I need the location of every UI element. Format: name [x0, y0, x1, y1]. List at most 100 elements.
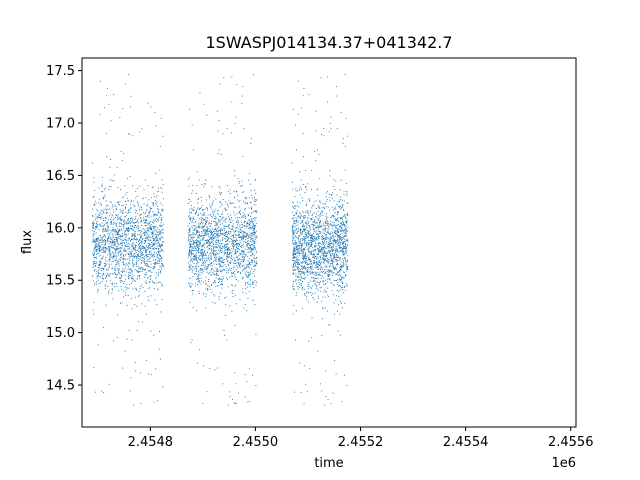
data-point — [160, 213, 162, 215]
data-point — [332, 234, 334, 236]
data-point — [210, 237, 212, 239]
data-point — [127, 277, 130, 279]
data-point — [222, 268, 224, 270]
data-point — [140, 249, 142, 251]
data-point — [238, 227, 240, 229]
data-point — [198, 255, 200, 257]
data-point — [252, 223, 254, 225]
data-point — [128, 222, 130, 224]
data-point — [207, 230, 209, 232]
data-point — [254, 219, 256, 221]
data-point — [136, 256, 138, 258]
data-point — [209, 272, 211, 274]
data-point — [211, 186, 213, 188]
data-point — [254, 258, 256, 260]
data-point — [112, 284, 114, 286]
data-point — [327, 221, 329, 223]
data-point — [292, 108, 294, 110]
data-point — [195, 258, 198, 260]
data-point — [229, 268, 231, 270]
data-point — [304, 257, 306, 260]
data-point — [145, 274, 147, 276]
data-point — [198, 243, 200, 245]
data-point — [147, 255, 149, 257]
data-point — [113, 211, 115, 213]
data-point — [159, 242, 161, 245]
data-point — [314, 277, 316, 280]
data-point — [103, 229, 105, 231]
data-point — [142, 238, 144, 240]
data-point — [201, 239, 203, 241]
data-point — [151, 241, 153, 244]
data-point — [153, 193, 155, 195]
data-point — [294, 226, 296, 228]
data-point — [251, 244, 253, 246]
data-point — [106, 212, 109, 214]
data-point — [208, 248, 211, 250]
data-point — [239, 240, 241, 242]
data-point — [157, 219, 159, 221]
data-point — [236, 234, 238, 236]
data-point — [206, 239, 208, 241]
data-point — [210, 265, 212, 267]
data-point — [227, 248, 229, 250]
data-point — [303, 266, 305, 268]
data-point — [147, 102, 149, 104]
data-point — [226, 246, 228, 248]
data-point — [112, 206, 114, 208]
data-point — [323, 257, 325, 259]
data-point — [243, 215, 245, 217]
data-point — [248, 227, 250, 229]
data-point — [97, 223, 99, 226]
data-point — [131, 271, 133, 273]
data-point — [296, 222, 298, 224]
data-point — [191, 293, 194, 295]
data-point — [127, 233, 129, 235]
data-point — [144, 263, 146, 265]
data-point — [212, 221, 214, 223]
data-point — [305, 259, 307, 261]
data-point — [126, 244, 128, 246]
data-point — [326, 287, 328, 289]
data-point — [97, 246, 99, 248]
data-point — [118, 290, 120, 292]
data-point — [143, 262, 145, 264]
data-point — [223, 247, 226, 249]
data-point — [346, 244, 348, 246]
data-point — [98, 214, 100, 216]
data-point — [251, 218, 253, 220]
data-point — [138, 230, 140, 232]
data-point — [243, 268, 246, 270]
data-point — [212, 250, 215, 252]
data-point — [303, 243, 305, 245]
data-point — [161, 232, 163, 234]
data-point — [227, 247, 229, 249]
data-point — [255, 192, 257, 194]
data-point — [219, 280, 221, 282]
data-point — [344, 169, 346, 171]
data-point — [317, 262, 319, 264]
data-point — [337, 240, 339, 242]
data-point — [306, 243, 308, 245]
data-point — [108, 247, 110, 249]
data-point — [220, 244, 222, 246]
data-point — [202, 270, 204, 272]
data-point — [322, 236, 324, 239]
data-point — [237, 392, 240, 394]
data-point — [132, 258, 134, 260]
data-point — [190, 252, 192, 254]
data-point — [203, 250, 206, 252]
data-point — [237, 248, 240, 250]
data-point — [209, 237, 211, 239]
data-point — [337, 256, 339, 258]
data-point — [299, 278, 301, 281]
data-point — [151, 230, 153, 232]
data-point — [187, 178, 189, 180]
data-point — [252, 238, 254, 240]
data-point — [134, 237, 136, 239]
data-point — [191, 236, 193, 238]
data-point — [138, 243, 140, 245]
data-point — [139, 250, 142, 252]
data-point — [198, 236, 200, 239]
